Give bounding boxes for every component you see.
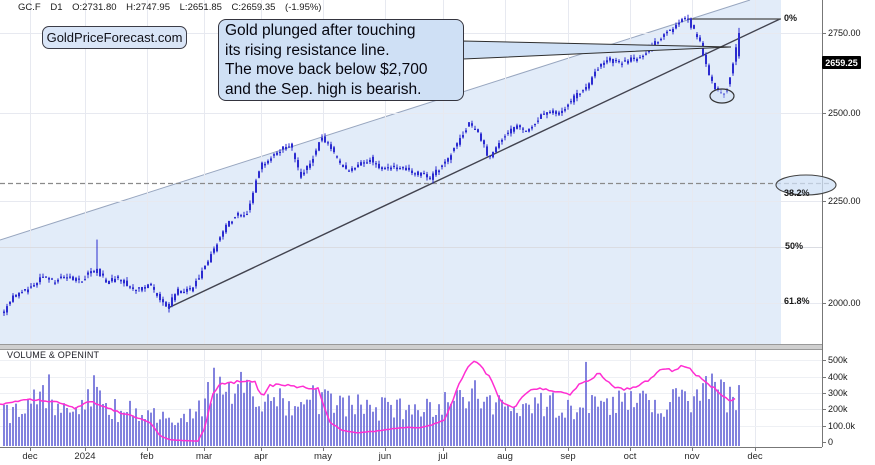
- annotation-line: its rising resistance line.: [225, 41, 390, 59]
- timeframe-label: D1: [50, 2, 63, 13]
- annotation-line: The move back below $2,700: [225, 61, 428, 78]
- annotation-box: Gold plunged after touching its rising r…: [218, 19, 464, 101]
- volume-axis-label: 300k: [828, 388, 848, 398]
- volume-panel-title: VOLUME & OPENINT: [7, 350, 100, 360]
- volume-axis-label: 100.0k: [828, 421, 856, 431]
- fib-level-label: 0%: [784, 13, 798, 23]
- time-axis-label: jul: [438, 451, 448, 462]
- watermark-link[interactable]: GoldPriceForecast.com: [42, 26, 187, 49]
- change-value: (-1.95%): [285, 2, 322, 13]
- time-axis-label: jun: [378, 451, 392, 462]
- ohlc-header: GC.F D1 O:2731.80 H:2747.95 L:2651.85 C:…: [18, 2, 328, 13]
- high-value: H:2747.95: [126, 2, 170, 13]
- time-axis-label: feb: [140, 451, 154, 462]
- last-price-tag: 2659.25: [822, 56, 861, 69]
- time-axis-label: may: [314, 451, 332, 462]
- volume-axis-label: 500k: [828, 355, 848, 365]
- close-value: C:2659.35: [231, 2, 276, 13]
- symbol-label: GC.F: [18, 2, 41, 13]
- time-axis-label: apr: [254, 451, 268, 462]
- price-axis-label: 2000.00: [828, 298, 861, 308]
- time-axis-label: sep: [560, 451, 576, 462]
- time-axis-label: dec: [22, 451, 38, 462]
- volume-axis-label: 400k: [828, 372, 848, 382]
- fib-level-label: 61.8%: [784, 296, 810, 306]
- annotation-line: and the Sep. high is bearish.: [225, 80, 422, 98]
- volume-axis-label: 0: [828, 437, 834, 447]
- time-axis-label: oct: [623, 451, 637, 462]
- price-axis-label: 2500.00: [828, 108, 861, 118]
- time-axis-label: mar: [195, 451, 213, 462]
- price-axis-label: 2250.00: [828, 196, 861, 206]
- fib-level-label: 38.2%: [784, 188, 810, 198]
- price-axis-label: 2750.00: [828, 28, 861, 38]
- annotation-line: Gold plunged after touching: [225, 22, 416, 39]
- time-axis-label: nov: [684, 451, 700, 462]
- low-value: L:2651.85: [179, 2, 222, 13]
- open-value: O:2731.80: [72, 2, 117, 13]
- volume-axis-label: 200k: [828, 404, 848, 414]
- time-axis-label: 2024: [74, 451, 96, 462]
- time-axis-label: aug: [497, 451, 513, 462]
- fib-level-label: 50%: [785, 241, 804, 251]
- time-axis-label: dec: [747, 451, 763, 462]
